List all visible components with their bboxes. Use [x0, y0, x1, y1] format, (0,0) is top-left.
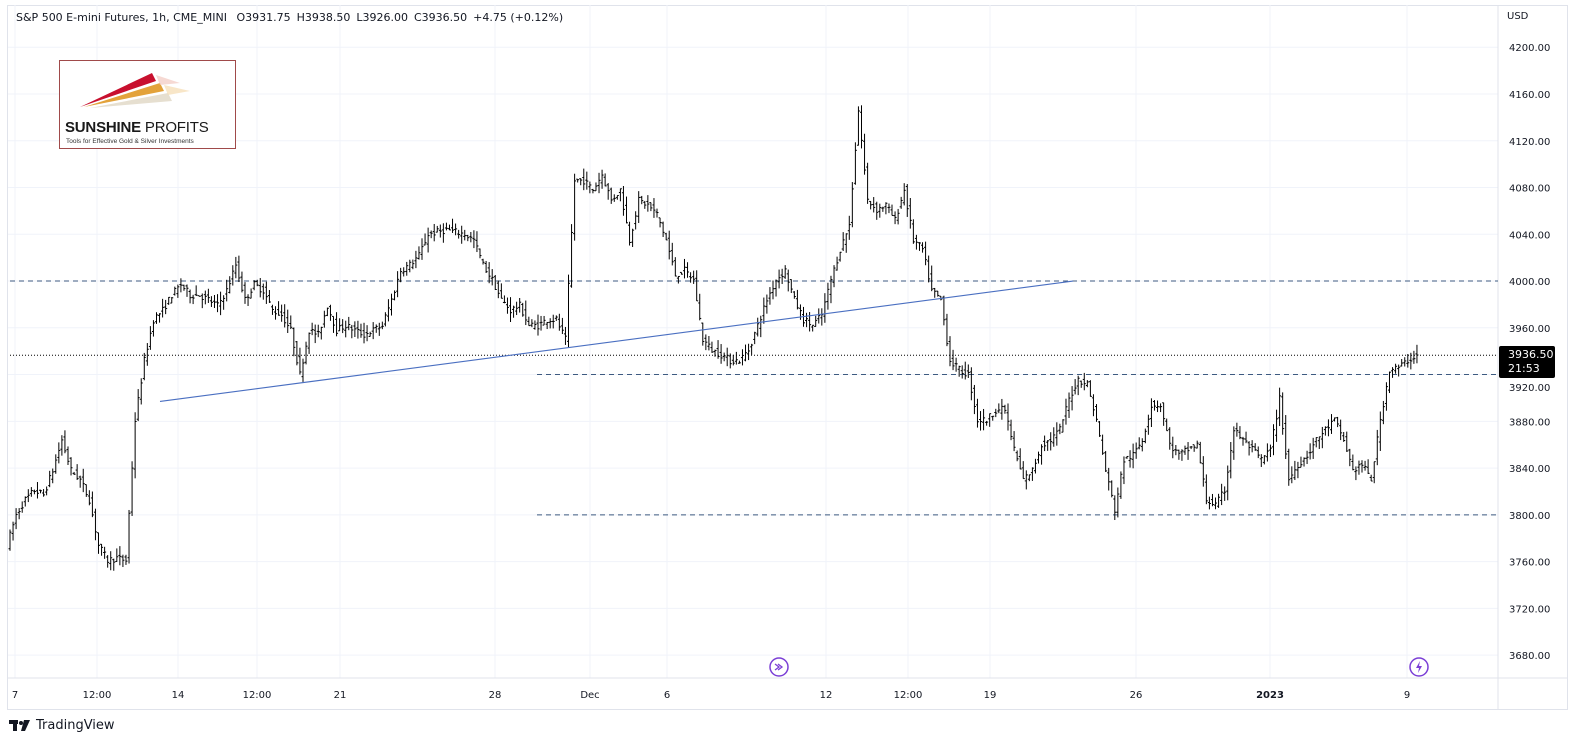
x-tick-label: 28 — [489, 690, 502, 701]
tradingview-brand[interactable]: TradingView — [9, 718, 115, 733]
last-price-value: 3936.50 — [1508, 348, 1554, 361]
logo-tagline: Tools for Effective Gold & Silver Invest… — [66, 138, 194, 145]
legend-symbol[interactable]: S&P 500 E-mini Futures, 1h, CME_MINI — [16, 11, 227, 24]
legend-high: H3938.50 — [296, 11, 351, 24]
x-tick-label: 26 — [1130, 690, 1143, 701]
currency-label[interactable]: USD — [1507, 11, 1529, 22]
ohlc-bars — [8, 105, 1419, 571]
x-tick-label: 12:00 — [894, 690, 923, 701]
y-tick-label: 4040.00 — [1509, 230, 1550, 241]
y-tick-label: 3880.00 — [1509, 417, 1550, 428]
logo-name: SUNSHINE PROFITS — [65, 119, 209, 136]
x-tick-label: 14 — [172, 690, 185, 701]
x-tick-label: 9 — [1404, 690, 1410, 701]
tradingview-logo-icon — [9, 719, 30, 731]
sunshine-profits-logo: SUNSHINE PROFITS Tools for Effective Gol… — [59, 60, 236, 149]
dividend-arrow-icon[interactable] — [769, 657, 789, 677]
y-tick-label: 3840.00 — [1509, 464, 1550, 475]
y-tick-label: 3680.00 — [1509, 651, 1550, 662]
x-tick-label: 21 — [334, 690, 347, 701]
y-tick-label: 4160.00 — [1509, 90, 1550, 101]
x-tick-label: 12:00 — [83, 690, 112, 701]
symbol-legend: S&P 500 E-mini Futures, 1h, CME_MINI O39… — [16, 11, 569, 24]
event-glyph — [1416, 661, 1422, 673]
tradingview-label: TradingView — [36, 718, 115, 733]
legend-change: +4.75 (+0.12%) — [473, 11, 564, 24]
lightning-icon[interactable] — [1409, 657, 1429, 677]
last-price-tag: 3936.50 21:53 — [1499, 346, 1555, 378]
chart-frame — [7, 5, 1568, 710]
y-tick-label: 3800.00 — [1509, 511, 1550, 522]
x-tick-label: 12:00 — [243, 690, 272, 701]
y-tick-label: 4080.00 — [1509, 184, 1550, 195]
y-tick-label: 4200.00 — [1509, 43, 1550, 54]
event-glyph — [774, 663, 784, 671]
y-tick-label: 4000.00 — [1509, 277, 1550, 288]
y-tick-label: 4120.00 — [1509, 137, 1550, 148]
bar-countdown: 21:53 — [1508, 362, 1540, 375]
y-tick-label: 3920.00 — [1509, 383, 1550, 394]
legend-close: C3936.50 — [414, 11, 468, 24]
x-tick-label: 2023 — [1256, 690, 1284, 701]
x-tick-label: 6 — [664, 690, 670, 701]
y-tick-label: 3960.00 — [1509, 324, 1550, 335]
x-tick-label: Dec — [580, 690, 599, 701]
logo-swoosh-icon — [80, 73, 190, 108]
legend-open: O3931.75 — [236, 11, 291, 24]
x-tick-label: 7 — [12, 690, 18, 701]
x-tick-label: 19 — [984, 690, 997, 701]
y-tick-label: 3760.00 — [1509, 558, 1550, 569]
trendline — [159, 280, 1074, 403]
x-tick-label: 12 — [820, 690, 833, 701]
legend-low: L3926.00 — [356, 11, 408, 24]
y-tick-label: 3720.00 — [1509, 604, 1550, 615]
